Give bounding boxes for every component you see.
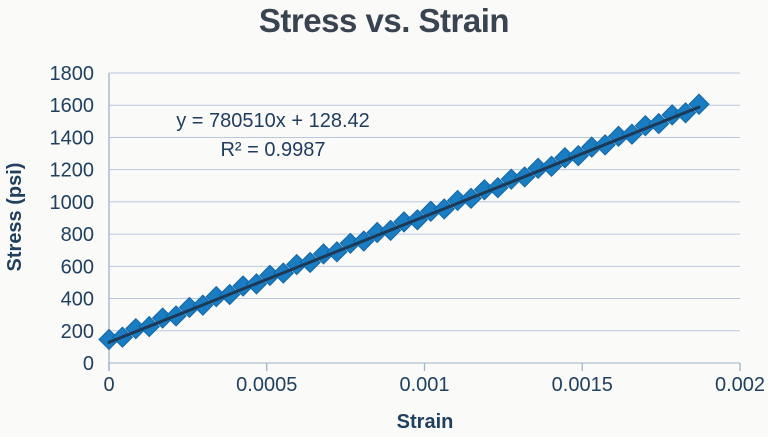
x-tick-label: 0.0005 <box>236 374 297 396</box>
y-tick-label: 600 <box>61 256 94 278</box>
trendline <box>107 105 701 344</box>
y-tick-label: 1800 <box>50 63 95 85</box>
y-tick-label: 200 <box>61 321 94 343</box>
trendline-r-squared: R² = 0.9987 <box>220 139 326 161</box>
y-tick-label: 1600 <box>50 95 95 117</box>
chart-title: Stress vs. Strain <box>258 2 510 39</box>
y-tick-label: 400 <box>61 289 94 311</box>
x-tick-label: 0.0015 <box>552 374 613 396</box>
x-tick-label: 0.002 <box>715 374 765 396</box>
y-tick-label: 0 <box>83 353 94 375</box>
y-axis-title: Stress (psi) <box>4 163 26 272</box>
trendline-annotation: y = 780510x + 128.42 R² = 0.9987 <box>148 107 398 165</box>
x-tick-label: 0.001 <box>399 374 449 396</box>
x-axis-title: Strain <box>397 411 454 433</box>
trendline-equation: y = 780510x + 128.42 <box>176 110 370 132</box>
x-tick-label: 0 <box>103 374 114 396</box>
y-tick-label: 1000 <box>50 192 95 214</box>
y-tick-label: 800 <box>61 224 94 246</box>
y-tick-label: 1400 <box>50 127 95 149</box>
y-tick-label: 1200 <box>50 160 95 182</box>
